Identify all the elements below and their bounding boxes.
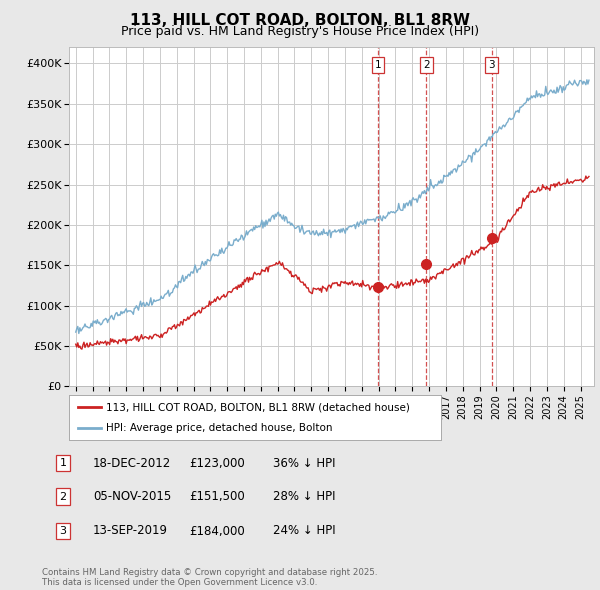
Text: 113, HILL COT ROAD, BOLTON, BL1 8RW: 113, HILL COT ROAD, BOLTON, BL1 8RW: [130, 13, 470, 28]
Text: 28% ↓ HPI: 28% ↓ HPI: [273, 490, 335, 503]
Text: 24% ↓ HPI: 24% ↓ HPI: [273, 525, 335, 537]
Text: 113, HILL COT ROAD, BOLTON, BL1 8RW (detached house): 113, HILL COT ROAD, BOLTON, BL1 8RW (det…: [106, 402, 410, 412]
Text: 3: 3: [488, 60, 495, 70]
Text: Contains HM Land Registry data © Crown copyright and database right 2025.
This d: Contains HM Land Registry data © Crown c…: [42, 568, 377, 587]
Text: £184,000: £184,000: [189, 525, 245, 537]
Text: 1: 1: [59, 458, 67, 468]
Text: Price paid vs. HM Land Registry's House Price Index (HPI): Price paid vs. HM Land Registry's House …: [121, 25, 479, 38]
Text: 3: 3: [59, 526, 67, 536]
Text: 18-DEC-2012: 18-DEC-2012: [93, 457, 171, 470]
Text: 13-SEP-2019: 13-SEP-2019: [93, 525, 168, 537]
Text: 1: 1: [374, 60, 381, 70]
Text: 05-NOV-2015: 05-NOV-2015: [93, 490, 171, 503]
Text: 2: 2: [423, 60, 430, 70]
Text: 2: 2: [59, 492, 67, 502]
Text: 36% ↓ HPI: 36% ↓ HPI: [273, 457, 335, 470]
Text: £151,500: £151,500: [189, 490, 245, 503]
Text: HPI: Average price, detached house, Bolton: HPI: Average price, detached house, Bolt…: [106, 422, 332, 432]
Text: £123,000: £123,000: [189, 457, 245, 470]
